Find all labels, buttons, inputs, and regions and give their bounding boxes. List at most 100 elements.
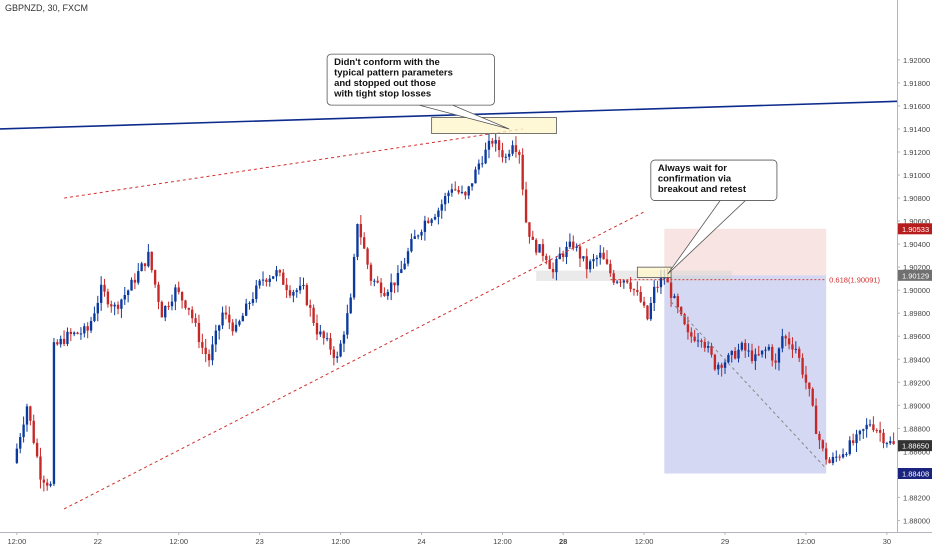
y-tick-label: 1.91800 [903,79,930,88]
candle-body [558,253,561,260]
candle-body [737,349,740,359]
y-tick-label: 1.88600 [903,447,930,456]
resistance-line [0,100,898,130]
candle-body [258,280,261,286]
candle-body [39,456,42,480]
x-tick-label: 30 [883,537,891,546]
candle-body [406,251,410,264]
candle-body [787,338,791,345]
candle-body [518,151,521,155]
candle-body [720,364,723,368]
candle-body [821,440,824,449]
channel-lower-line [63,211,645,510]
candle-body [430,219,433,223]
pattern-note-box [326,53,495,106]
y-tick-label: 1.91000 [903,171,930,180]
candle-body [491,140,494,144]
candle-body [285,284,288,291]
candle-body [164,306,167,318]
candle-body [349,297,352,314]
candle-body [696,340,700,342]
candle-body [642,301,646,306]
candle-body [49,483,52,486]
candle-body [612,273,615,283]
candle-body [710,346,713,355]
candle-body [191,309,194,319]
candle-body [410,238,413,252]
candle-body [197,322,201,343]
y-tick-label: 1.89600 [903,332,930,341]
candle-body [86,326,89,331]
candle-body [187,307,191,310]
candle-body [400,269,403,273]
candle-body [271,276,275,279]
candle-body [221,312,224,326]
candle-body [379,282,383,294]
candle-body [700,340,703,342]
candle-body [403,263,406,270]
candle-body [457,189,460,193]
candle-body [79,333,83,335]
x-tick-label: 24 [417,537,425,546]
candle-body [228,314,231,323]
candle-body [116,304,120,309]
candle-body [319,331,322,335]
candle-body [386,292,389,296]
candle-body [369,264,373,281]
candle-body [551,268,555,273]
y-tick-label: 1.88200 [903,493,930,502]
candle-body [673,296,676,298]
candle-body [764,349,767,351]
y-tick-label: 1.90400 [903,240,930,249]
candle-body [19,437,22,449]
candle-body [309,305,312,308]
candle-body [29,406,32,421]
candle-body [312,307,315,323]
candle-body [201,342,204,348]
candle-body [15,448,19,463]
candle-body [723,362,727,368]
candle-body [595,257,599,260]
x-tick-label: 22 [94,537,102,546]
candle-body [636,290,639,293]
candle-body [855,434,858,444]
candle-body [464,191,467,196]
level-label-text: 1.90129 [902,271,929,280]
y-tick-label: 1.88000 [903,516,930,525]
level-label-bg [898,223,932,235]
candle-body [214,330,217,345]
candle-body [305,285,309,306]
candle-body [278,270,282,273]
x-tick-label: 12:00 [797,537,816,546]
candle-body [46,482,49,486]
candle-body [22,424,25,438]
candle-body [504,156,508,158]
candle-body [750,350,754,362]
channel-upper-line [63,128,523,199]
candle-body [831,456,835,464]
candle-body [339,343,342,357]
candle-body [811,388,814,406]
candle-body [508,153,511,157]
retest-zone [536,270,732,281]
candle-body [730,350,733,355]
x-tick-label: 12:00 [7,537,26,546]
candle-body [62,338,66,344]
candle-body [545,255,548,261]
candle-body [784,336,787,339]
candle-body [35,442,39,457]
pattern-note-line-1: typical pattern parameters [334,68,453,79]
candle-body [315,322,319,335]
candle-body [747,350,750,352]
candle-body [602,252,605,260]
candle-body [73,332,76,335]
candle-body [548,260,551,269]
candle-body [851,440,855,444]
candle-body [234,324,238,332]
candle-body [592,259,595,262]
candle-body [835,456,838,458]
candle-body [241,315,244,322]
candle-body [531,236,534,240]
candle-body [744,342,747,351]
